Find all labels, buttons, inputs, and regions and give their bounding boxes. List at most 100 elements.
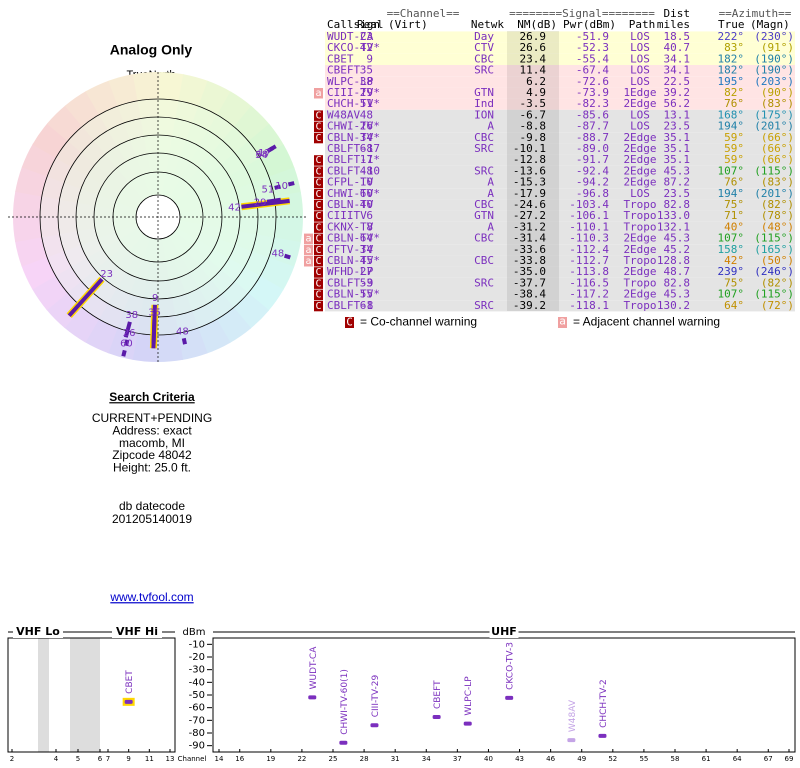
x-axis-label: Channel: [178, 755, 207, 763]
adjacent-box: [558, 317, 567, 328]
cell-dist: 22.5: [664, 75, 691, 88]
cell-real: 26: [360, 120, 373, 133]
column-header: (Virt): [388, 18, 428, 31]
warning-mark: C: [315, 245, 321, 256]
cell-netwk: SRC: [474, 142, 494, 155]
cell-az: 107°: [718, 288, 745, 301]
cell-az: 82°: [724, 86, 744, 99]
cell-call: CBLFT-17: [327, 142, 380, 155]
cell-real: 35: [360, 64, 373, 77]
criteria-title: Search Criteria: [109, 390, 195, 404]
cell-nm: 4.9: [526, 86, 546, 99]
cell-call: CBLFT-9: [327, 276, 373, 289]
cell-netwk: CBC: [474, 254, 494, 267]
cell-nm: -37.7: [513, 276, 546, 289]
cell-nm: -17.9: [513, 187, 546, 200]
legend: C = Co-channel warning a = Adjacent chan…: [345, 315, 720, 329]
warning-mark: C: [315, 122, 321, 133]
cell-path: LOS: [630, 41, 650, 54]
cell-magn: (203°): [754, 75, 794, 88]
cell-netwk: CBC: [474, 198, 494, 211]
cell-dist: 45.3: [664, 232, 691, 245]
cell-magn: (82°): [761, 198, 794, 211]
cell-pwr: -92.4: [576, 164, 609, 177]
radar-signal: [287, 181, 295, 187]
cell-path: Tropo: [623, 276, 656, 289]
station-label: WUDT-CA: [309, 646, 319, 690]
cell-az: 59°: [724, 153, 744, 166]
cell-dist: 130.2: [657, 299, 690, 312]
radar-label: 17: [258, 148, 271, 159]
cell-az: 194°: [718, 187, 745, 200]
station-label: CKCO-TV-3: [506, 642, 516, 690]
warning-mark: a: [315, 88, 321, 99]
cell-nm: -9.8: [520, 131, 547, 144]
cell-real: 48: [360, 164, 373, 177]
x-tick-label: 43: [515, 755, 524, 763]
radar-label: 51: [261, 185, 274, 196]
cell-nm: 11.4: [520, 64, 547, 77]
cell-path: 2Edge: [623, 153, 656, 166]
cell-netwk: A: [487, 120, 494, 133]
warning-box: [304, 244, 313, 256]
cell-pwr: -89.0: [576, 142, 609, 155]
cell-az: 76°: [724, 176, 744, 189]
cell-pwr: -112.4: [569, 243, 609, 256]
cell-netwk: SRC: [474, 299, 494, 312]
cell-magn: (66°): [761, 131, 794, 144]
cell-real: 8: [366, 220, 373, 233]
cell-az: 76°: [724, 97, 744, 110]
criteria-line: CURRENT+PENDING: [92, 411, 212, 425]
radar-signal: [181, 337, 187, 345]
x-tick-label: 4: [54, 755, 59, 763]
cell-path: LOS: [630, 64, 650, 77]
warning-box: [314, 222, 323, 233]
column-header: Netwk: [471, 18, 504, 31]
criteria-line: Height: 25.0 ft.: [113, 460, 191, 474]
cell-call: WFHD-LP: [327, 265, 374, 278]
station-marker: [124, 699, 133, 704]
cell-path: 2Edge: [623, 131, 656, 144]
column-header: miles: [657, 18, 690, 31]
cell-nm: -10.1: [513, 142, 546, 155]
station-label: CHWI-TV-60(1): [340, 669, 350, 735]
cell-netwk: SRC: [474, 164, 494, 177]
x-tick-label: 61: [702, 755, 711, 763]
legend-text: = Adjacent channel warning: [573, 315, 720, 329]
cell-netwk: Day: [474, 30, 494, 43]
cell-dist: 45.3: [664, 164, 691, 177]
cell-magn: (82°): [761, 276, 794, 289]
y-tick-label: -70: [189, 715, 205, 726]
x-tick-label: 7: [106, 755, 110, 763]
cell-dist: 82.8: [664, 276, 691, 289]
cell-pwr: -67.4: [576, 64, 609, 77]
radar-label: 48: [271, 249, 284, 260]
warning-box: [314, 200, 323, 211]
warning-box: [314, 166, 323, 177]
station-marker: [308, 695, 317, 700]
column-header: True: [718, 18, 745, 31]
warning-box: [314, 88, 323, 99]
cell-magn: (78°): [761, 209, 794, 222]
warning-mark: a: [305, 234, 311, 245]
cell-path: Tropo: [623, 299, 656, 312]
cell-dist: 34.1: [664, 64, 691, 77]
cell-dist: 39.2: [664, 86, 691, 99]
cell-path: Tropo: [623, 209, 656, 222]
x-tick-label: 31: [391, 755, 400, 763]
cell-pwr: -51.9: [576, 30, 609, 43]
cell-az: 40°: [724, 220, 744, 233]
cell-real: 55: [360, 288, 373, 301]
warning-box: [314, 110, 323, 121]
cell-call: CIIITV: [327, 209, 367, 222]
cell-real: 64: [360, 232, 374, 245]
x-tick-label: 14: [215, 755, 224, 763]
warning-box: [304, 256, 313, 267]
cell-call: CBLN-TV*: [327, 232, 380, 245]
cell-real: 6: [366, 209, 373, 222]
site-link[interactable]: www.tvfool.com: [109, 590, 193, 604]
cell-magn: (72°): [761, 299, 794, 312]
cell-magn: (66°): [761, 153, 794, 166]
radar-signal: [151, 319, 157, 344]
co-channel-mark: C: [346, 316, 353, 329]
